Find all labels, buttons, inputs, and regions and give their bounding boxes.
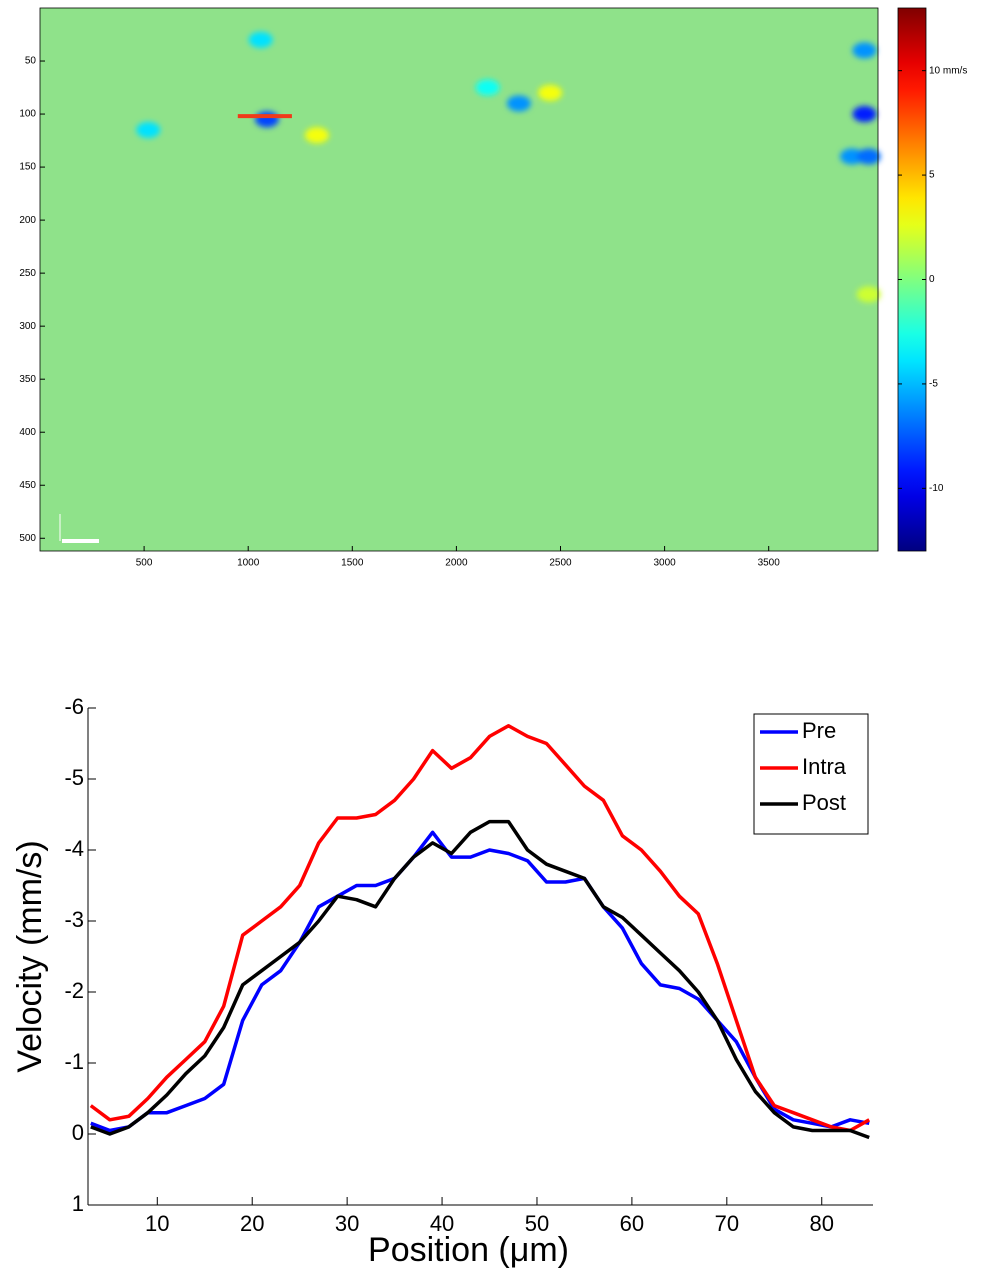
x-tick-label: 10 (145, 1211, 169, 1236)
heatmap-spot (506, 95, 531, 112)
y-tick-label: 100 (19, 109, 36, 120)
colorbar-tick-label: -10 (929, 483, 944, 494)
y-tick-label: -6 (64, 694, 84, 719)
x-tick-label: 1000 (237, 558, 260, 569)
x-tick-label: 500 (136, 558, 153, 569)
y-tick-label: 1 (72, 1191, 84, 1216)
y-tick-label: 50 (25, 56, 37, 67)
legend-box (753, 713, 869, 835)
heatmap-spot (852, 106, 877, 123)
colorbar-tick-label: 10 mm/s (929, 65, 967, 76)
y-tick-label: 250 (19, 268, 36, 279)
legend-label: Pre (802, 718, 836, 743)
x-tick-label: 3500 (758, 558, 781, 569)
x-tick-label: 3000 (653, 558, 676, 569)
y-tick-label: 350 (19, 374, 36, 385)
x-tick-label: 60 (620, 1211, 644, 1236)
legend-label: Post (802, 790, 846, 815)
x-tick-label: 1500 (341, 558, 364, 569)
axes-box (39, 7, 879, 552)
y-tick-label: -4 (64, 836, 84, 861)
y-tick-label: 400 (19, 427, 36, 438)
y-tick-label: -2 (64, 978, 84, 1003)
colorbar-tick-label: -5 (929, 379, 938, 390)
heatmap-spot (852, 42, 877, 59)
y-tick-label: -3 (64, 907, 84, 932)
series-line (90, 830, 870, 1133)
y-tick-label: 450 (19, 480, 36, 491)
y-tick-label: 0 (72, 1120, 84, 1145)
colorbar-tick-label: 5 (929, 170, 935, 181)
heatmap-spot (856, 148, 881, 165)
y-axis-label: Velocity (mm/s) (11, 840, 49, 1072)
series-line (89, 724, 871, 1133)
x-axis-label: Position (μm) (368, 1231, 569, 1269)
y-tick-label: 300 (19, 321, 36, 332)
legend-label: Intra (802, 754, 847, 779)
heatmap-spot (248, 31, 273, 48)
heatmap-spot (254, 111, 279, 128)
y-tick-label: 150 (19, 162, 36, 173)
heatmap-field (40, 8, 878, 551)
y-tick-label: 200 (19, 215, 36, 226)
x-tick-label: 2000 (445, 558, 468, 569)
x-tick-label: 70 (715, 1211, 739, 1236)
x-tick-label: 20 (240, 1211, 264, 1236)
x-tick-label: 50 (525, 1211, 549, 1236)
heatmap-spot (304, 127, 329, 144)
heatmap-spot (136, 121, 161, 138)
series-line (90, 819, 870, 1140)
x-tick-label: 80 (810, 1211, 834, 1236)
heatmap-spots (136, 31, 881, 303)
heatmap-spot (475, 79, 500, 96)
heatmap-spot (856, 286, 881, 303)
heatmap-spot (538, 84, 563, 101)
x-tick-label: 2500 (549, 558, 572, 569)
x-tick-label: 40 (430, 1211, 454, 1236)
x-tick-label: 30 (335, 1211, 359, 1236)
heatmap-spot (839, 148, 864, 165)
colorbar (897, 7, 927, 552)
y-tick-label: -1 (64, 1049, 84, 1074)
y-tick-label: -5 (64, 765, 84, 790)
y-tick-label: 500 (19, 533, 36, 544)
colorbar-tick-label: 0 (929, 274, 935, 285)
